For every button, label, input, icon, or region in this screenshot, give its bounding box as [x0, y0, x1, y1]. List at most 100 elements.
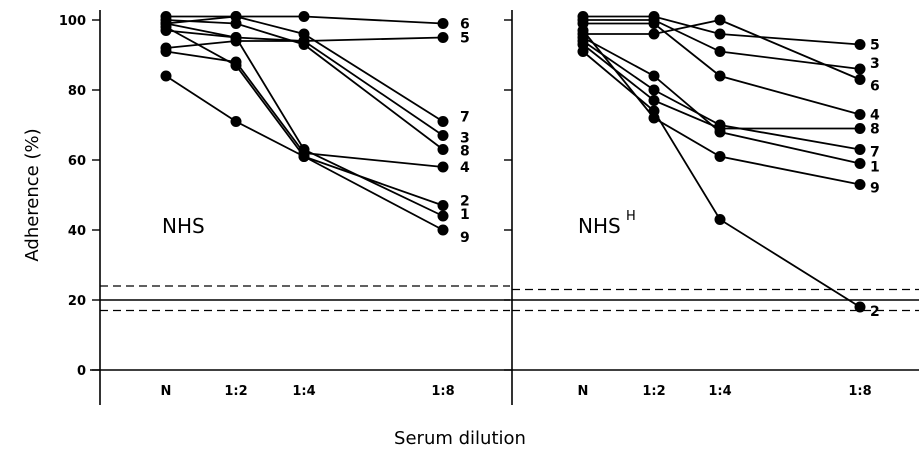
data-point: [437, 210, 449, 222]
data-point: [437, 161, 449, 173]
series-line: [165, 50, 444, 168]
data-point: [854, 144, 866, 155]
series-line: [165, 22, 444, 137]
series-label: 9: [460, 230, 470, 246]
data-point: [648, 70, 660, 82]
y-tick-label: 100: [59, 14, 86, 29]
data-point: [854, 74, 866, 85]
data-point: [577, 11, 589, 22]
x-tick-label: 1:4: [708, 384, 731, 399]
data-point: [714, 151, 726, 162]
x-tick-label: 1:4: [292, 384, 315, 399]
data-point: [298, 151, 310, 162]
data-point: [714, 123, 726, 134]
y-tick-label: 40: [68, 224, 86, 239]
series-line: [583, 19, 861, 70]
series-line: [582, 29, 861, 186]
series-line: [583, 15, 861, 46]
series-line: [165, 36, 444, 49]
series-label: 5: [460, 31, 470, 47]
series-label: 8: [460, 144, 470, 160]
series-label: 4: [870, 108, 880, 124]
series-line: [582, 50, 861, 308]
data-point: [854, 123, 866, 134]
x-tick-label: N: [578, 384, 589, 399]
data-point: [577, 39, 589, 50]
series-label: 2: [870, 304, 880, 320]
data-point: [298, 28, 310, 40]
series-line: [165, 19, 444, 151]
data-point: [437, 224, 449, 236]
data-point: [160, 14, 172, 26]
data-point: [437, 130, 449, 141]
data-point: [854, 39, 866, 50]
data-point: [648, 11, 660, 22]
data-point: [160, 42, 172, 54]
data-point: [437, 144, 449, 155]
data-point: [437, 32, 449, 43]
series-label: 3: [870, 56, 880, 72]
data-point: [714, 28, 726, 40]
data-point: [437, 200, 449, 211]
series-label: 7: [870, 145, 880, 161]
series-label: 1: [870, 160, 880, 176]
series-line: [165, 15, 444, 123]
x-axis-title: Serum dilution: [394, 428, 526, 449]
x-tick-label: 1:8: [431, 384, 454, 399]
data-point: [854, 179, 866, 190]
data-point: [437, 18, 449, 29]
data-point: [230, 56, 242, 68]
y-tick-label: 60: [68, 154, 86, 169]
series-line: [166, 15, 444, 25]
series-label: 7: [460, 110, 470, 126]
data-point: [298, 11, 310, 22]
series-line: [165, 75, 444, 231]
data-point: [648, 28, 660, 40]
data-point: [230, 116, 242, 127]
data-point: [714, 214, 726, 225]
data-points-layer: [160, 11, 866, 313]
y-tick-label: 0: [77, 364, 86, 379]
data-point: [854, 109, 866, 120]
series-label: 8: [870, 122, 880, 138]
data-point: [230, 35, 242, 47]
series-label: 1: [460, 207, 470, 223]
series-line: [582, 36, 861, 165]
x-tick-label: N: [161, 384, 172, 399]
data-point: [854, 158, 866, 169]
x-tick-label: 1:2: [224, 384, 247, 399]
data-point: [160, 70, 172, 82]
data-point: [298, 39, 310, 50]
data-point: [854, 63, 866, 75]
panel-title: NHS: [162, 214, 205, 238]
series-label: 9: [870, 181, 880, 197]
data-point: [714, 70, 726, 82]
data-point: [648, 112, 660, 124]
x-tick-label: 1:2: [642, 384, 665, 399]
data-point: [854, 301, 866, 313]
series-label: 6: [460, 17, 470, 33]
data-point: [437, 116, 449, 127]
y-tick-label: 20: [68, 294, 86, 309]
series-label: 3: [460, 131, 470, 147]
grid-layer: [90, 10, 919, 405]
series-line: [165, 29, 444, 217]
x-tick-label: 1:8: [848, 384, 871, 399]
series-line: [165, 26, 444, 207]
series-label: 5: [870, 38, 880, 54]
series-lines-layer: [165, 15, 861, 308]
data-point: [648, 95, 660, 106]
data-point: [648, 84, 660, 96]
panel-title-superscript: H: [626, 209, 636, 224]
series-line: [583, 22, 861, 116]
series-label: 4: [460, 160, 470, 176]
series-line: [582, 43, 860, 130]
series-label: 2: [460, 194, 470, 210]
data-point: [577, 25, 589, 36]
data-point: [714, 14, 726, 26]
series-label: 6: [870, 79, 880, 95]
y-tick-label: 80: [68, 84, 86, 99]
data-point: [714, 46, 726, 57]
